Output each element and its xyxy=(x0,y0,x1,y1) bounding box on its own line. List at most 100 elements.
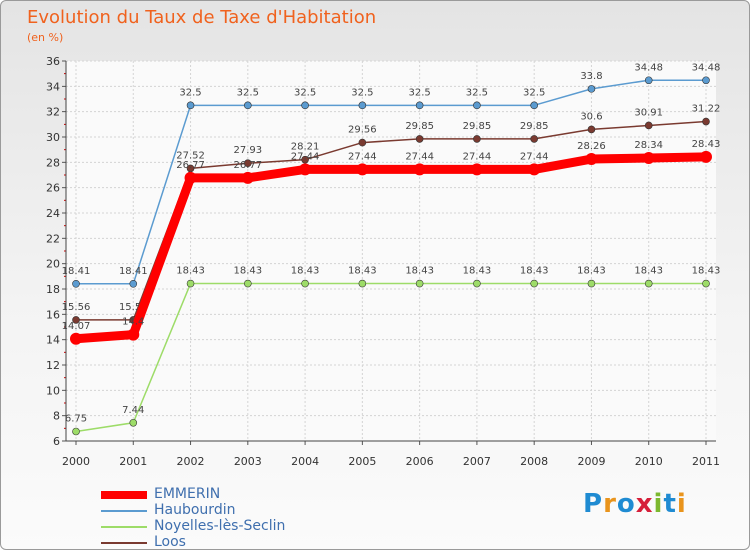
data-point xyxy=(585,153,598,166)
data-label: 27.44 xyxy=(520,151,549,162)
data-point xyxy=(415,101,424,110)
data-label: 32.5 xyxy=(237,87,259,98)
y-tick-label: 12 xyxy=(46,359,60,372)
x-tick-label: 2004 xyxy=(291,455,319,468)
x-tick-label: 2002 xyxy=(177,455,205,468)
data-point xyxy=(702,117,710,126)
data-point xyxy=(644,76,653,85)
data-label: 18.43 xyxy=(520,266,549,277)
y-tick-label: 24 xyxy=(46,207,60,220)
x-tick-label: 2010 xyxy=(635,455,663,468)
data-point xyxy=(644,121,653,130)
data-label: 27.52 xyxy=(176,150,205,161)
proxiti-logo: Proxiti xyxy=(583,489,687,519)
data-label: 28.34 xyxy=(634,140,663,151)
plot-area xyxy=(66,61,716,441)
y-tick-label: 10 xyxy=(46,384,60,397)
data-label: 29.85 xyxy=(520,121,549,132)
data-label: 32.5 xyxy=(466,87,488,98)
data-point xyxy=(530,101,538,110)
x-tick-label: 2007 xyxy=(463,455,491,468)
logo-letter: P xyxy=(583,489,604,519)
data-label: 33.8 xyxy=(580,71,602,82)
data-label: 28.43 xyxy=(692,139,721,150)
x-tick-label: 2000 xyxy=(62,455,90,468)
x-tick-label: 2009 xyxy=(577,455,605,468)
series-line-1 xyxy=(76,79,706,285)
logo-letter: i xyxy=(653,489,664,519)
data-label: 32.5 xyxy=(179,87,201,98)
data-label: 18.43 xyxy=(634,266,663,277)
legend-label: Loos xyxy=(154,534,186,550)
logo-letter: i xyxy=(676,489,687,519)
data-point xyxy=(72,280,80,288)
data-label: 18.43 xyxy=(176,266,205,277)
chart-title: Evolution du Taux de Taxe d'Habitation xyxy=(27,7,377,28)
data-label: 18.43 xyxy=(405,266,434,277)
data-point xyxy=(241,171,254,184)
data-point xyxy=(72,427,80,436)
data-label: 6.75 xyxy=(65,414,87,425)
data-point xyxy=(473,101,481,110)
y-tick-label: 28 xyxy=(46,156,60,169)
data-label: 18.43 xyxy=(291,266,320,277)
data-point xyxy=(129,418,138,427)
data-point xyxy=(415,279,424,288)
data-point xyxy=(244,279,252,288)
data-point xyxy=(702,279,710,288)
y-tick-label: 16 xyxy=(46,308,60,321)
data-label: 26.77 xyxy=(176,160,205,171)
x-tick-label: 2008 xyxy=(520,455,548,468)
data-label: 26.77 xyxy=(233,160,262,171)
data-label: 29.85 xyxy=(463,121,492,132)
y-tick-label: 36 xyxy=(46,55,60,68)
x-tick-label: 2001 xyxy=(119,455,147,468)
data-point xyxy=(72,316,80,324)
y-tick-label: 8 xyxy=(53,410,60,423)
data-point xyxy=(244,159,252,168)
data-label: 18.43 xyxy=(233,266,262,277)
data-label: 32.5 xyxy=(294,87,316,98)
data-label: 14.07 xyxy=(62,321,91,332)
data-point xyxy=(301,101,309,110)
legend-swatch xyxy=(101,510,147,512)
legend-swatch xyxy=(101,542,147,544)
y-tick-label: 26 xyxy=(46,182,60,195)
x-tick-label: 2011 xyxy=(692,455,720,468)
data-point xyxy=(415,135,424,143)
data-label: 34.48 xyxy=(634,62,663,73)
y-tick-label: 14 xyxy=(46,334,60,347)
x-tick-label: 2006 xyxy=(406,455,434,468)
data-label: 28.26 xyxy=(577,141,606,152)
data-label: 32.5 xyxy=(351,87,373,98)
data-label: 29.56 xyxy=(348,125,377,136)
data-label: 27.44 xyxy=(405,151,434,162)
data-label: 7.44 xyxy=(122,405,144,416)
data-point xyxy=(644,279,653,288)
y-tick-label: 22 xyxy=(46,232,60,245)
legend-swatch xyxy=(101,491,147,499)
data-label: 32.5 xyxy=(523,87,545,98)
data-label: 28.21 xyxy=(291,142,320,153)
data-point xyxy=(358,101,367,110)
data-point xyxy=(587,279,596,288)
data-label: 32.5 xyxy=(409,87,431,98)
data-label: 27.44 xyxy=(463,151,492,162)
y-tick-label: 30 xyxy=(46,131,60,144)
y-tick-label: 32 xyxy=(46,106,60,119)
data-label: 14.4 xyxy=(122,317,144,328)
data-label: 31.22 xyxy=(692,104,721,115)
chart-subtitle: (en %) xyxy=(27,31,64,44)
data-point xyxy=(473,135,481,143)
series-line-0 xyxy=(75,152,707,344)
y-tick-label: 20 xyxy=(46,258,60,271)
data-point xyxy=(473,279,481,288)
data-point xyxy=(70,332,82,345)
data-label: 29.85 xyxy=(405,121,434,132)
logo-letter: x xyxy=(635,489,654,519)
data-label: 18.43 xyxy=(577,266,606,277)
x-tick-label: 2005 xyxy=(348,455,376,468)
data-point xyxy=(358,279,367,288)
logo-letter: o xyxy=(616,489,636,519)
